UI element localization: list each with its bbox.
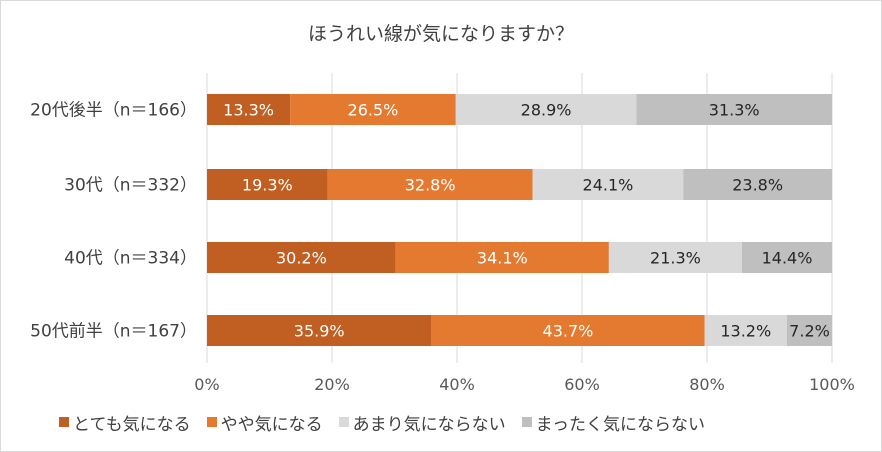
chart-legend: とても気になる やや気になる あまり気にならない まったく気にならない bbox=[59, 409, 721, 435]
bar-segment bbox=[207, 94, 291, 125]
bar-segment bbox=[207, 242, 396, 273]
legend-swatch bbox=[59, 417, 69, 427]
legend-swatch bbox=[206, 417, 217, 427]
chart-title: ほうれい線が気になりますか？ bbox=[307, 23, 574, 45]
bar-segment bbox=[742, 242, 832, 273]
data-label: 26.5% bbox=[348, 101, 399, 120]
bar-segment bbox=[636, 94, 832, 125]
bar-segment bbox=[290, 94, 456, 125]
legend-label: やや気になる bbox=[220, 414, 323, 435]
legend-label: まったく気にならない bbox=[535, 414, 705, 435]
legend-item: やや気になる bbox=[206, 410, 323, 435]
data-label: 24.1% bbox=[583, 176, 634, 195]
data-label: 35.9% bbox=[294, 322, 345, 341]
data-label: 14.4% bbox=[762, 249, 813, 268]
data-label: 43.7% bbox=[543, 322, 594, 341]
data-label: 7.2% bbox=[789, 322, 830, 341]
bar-segment bbox=[327, 169, 533, 200]
legend-label: とても気になる bbox=[73, 414, 191, 435]
category-label: 30代（n＝332） bbox=[64, 176, 197, 196]
x-tick-label: 80% bbox=[689, 375, 725, 394]
legend-item: とても気になる bbox=[59, 410, 191, 435]
data-label: 21.3% bbox=[650, 249, 701, 268]
x-tick-label: 100% bbox=[809, 375, 855, 394]
legend-label: あまり気にならない bbox=[352, 414, 506, 435]
legend-swatch bbox=[521, 417, 532, 427]
data-label: 13.2% bbox=[720, 322, 771, 341]
category-label: 40代（n＝334） bbox=[64, 249, 197, 269]
bar-segment bbox=[532, 169, 684, 200]
category-label: 50代前半（n＝167） bbox=[30, 322, 197, 342]
bar-segment bbox=[207, 169, 328, 200]
x-tick-label: 20% bbox=[314, 375, 350, 394]
bar-segment bbox=[787, 315, 832, 346]
x-tick-label: 40% bbox=[439, 375, 475, 394]
bar-segment bbox=[704, 315, 787, 346]
data-label: 34.1% bbox=[477, 249, 528, 268]
x-tick-label: 0% bbox=[194, 375, 219, 394]
bar-segment bbox=[608, 242, 742, 273]
data-label: 19.3% bbox=[242, 176, 293, 195]
bar-segment bbox=[431, 315, 705, 346]
legend-item: まったく気にならない bbox=[521, 410, 705, 435]
bar-segment bbox=[207, 315, 432, 346]
bar-segment bbox=[455, 94, 637, 125]
x-tick-label: 60% bbox=[564, 375, 600, 394]
data-label: 28.9% bbox=[521, 101, 572, 120]
stacked-bar-chart: 0% 20% 40% 60% 80% 100% 20代後半（n＝166） 30代（n＝332）… bbox=[30, 73, 855, 394]
bar-segment bbox=[395, 242, 609, 273]
legend-swatch bbox=[338, 417, 349, 427]
legend-item: あまり気にならない bbox=[338, 410, 506, 435]
data-label: 32.8% bbox=[405, 176, 456, 195]
data-label: 30.2% bbox=[276, 249, 327, 268]
data-label: 31.3% bbox=[709, 101, 760, 120]
bar-segment bbox=[683, 169, 832, 200]
data-label: 23.8% bbox=[732, 176, 783, 195]
data-label: 13.3% bbox=[223, 101, 274, 120]
category-label: 20代後半（n＝166） bbox=[30, 101, 197, 121]
